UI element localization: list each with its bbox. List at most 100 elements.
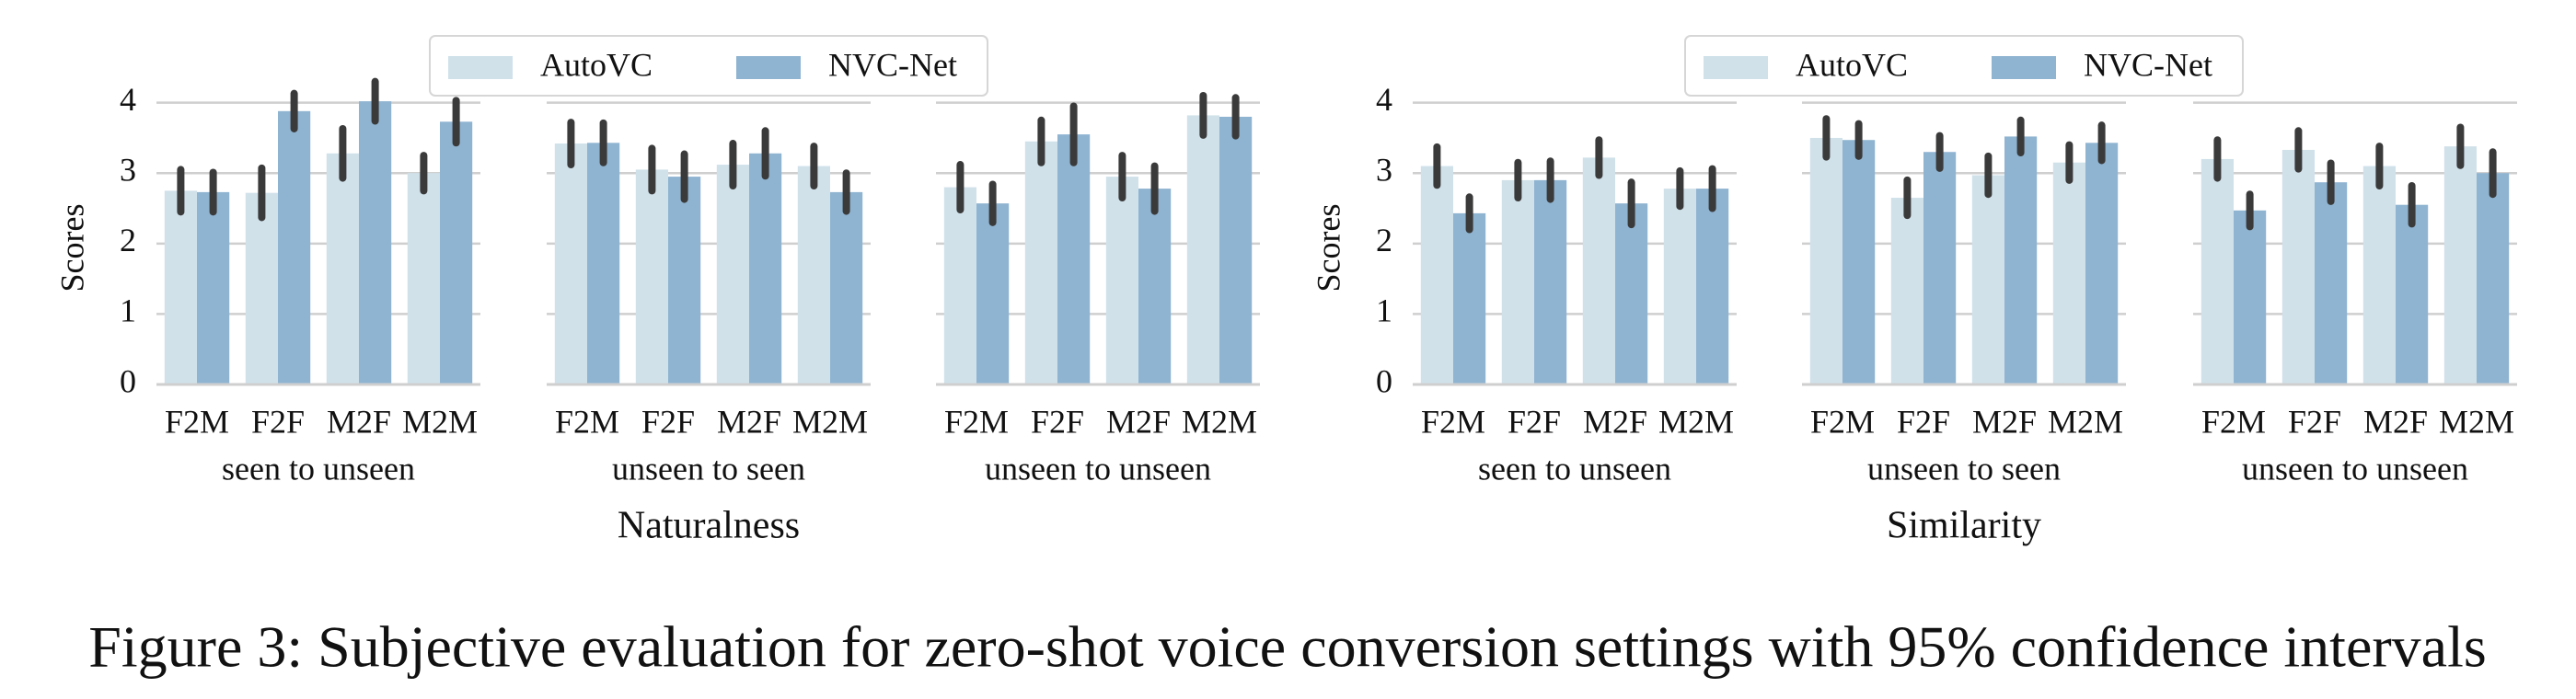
bar [407,173,440,384]
bar [830,191,863,384]
bar [2085,143,2119,384]
group-title: Similarity [1887,505,2041,547]
x-tick-label: F2F [1897,403,1950,440]
bar [278,110,311,384]
y-tick-label: 0 [120,362,136,399]
bar [1024,141,1057,385]
bar [943,187,976,384]
x-tick-label: M2M [1658,403,1734,440]
legend-box [429,35,988,97]
bar [1501,179,1534,384]
x-axis-label: unseen to unseen [985,450,1211,487]
bar [2052,162,2085,384]
bar [1453,212,1486,384]
bar [2004,136,2038,384]
bar [1534,179,1567,384]
x-axis-label: unseen to seen [1867,450,2061,487]
bar [797,166,830,384]
bar [554,143,587,385]
y-tick-label: 0 [1376,362,1392,399]
bar [1615,203,1648,384]
x-tick-label: M2F [717,403,781,440]
bar [635,169,668,384]
x-tick-label: M2F [327,403,391,440]
bar [1663,189,1696,384]
x-tick-label: F2M [2201,403,2266,440]
x-tick-label: F2F [1031,403,1084,440]
x-tick-label: F2M [944,403,1009,440]
group-title: Naturalness [618,505,800,547]
legend-label: NVC-Net [2084,46,2212,83]
bar [1582,157,1615,384]
bar [440,121,473,384]
bar [1219,116,1253,385]
y-tick-label: 1 [120,292,136,329]
bar [1420,166,1453,384]
y-axis-label: Scores [1310,204,1346,292]
bar [1105,177,1138,384]
x-tick-label: F2F [2288,403,2341,440]
x-axis-label: unseen to unseen [2242,450,2468,487]
bar [359,101,392,384]
bar [2362,166,2396,384]
bar [587,143,620,384]
bar [326,153,359,384]
bar [1186,115,1219,384]
bar [2201,158,2234,384]
x-tick-label: F2M [165,403,229,440]
x-tick-label: M2M [2048,403,2123,440]
y-tick-label: 4 [1376,81,1392,118]
bar [2396,204,2429,384]
x-axis-label: seen to unseen [222,450,415,487]
y-tick-label: 2 [120,222,136,258]
bar [668,177,701,384]
x-tick-label: M2M [1182,403,1257,440]
x-tick-label: M2F [1583,403,1647,440]
legend-box [1684,35,2244,97]
bar [245,192,278,384]
x-axis-label: unseen to seen [612,450,805,487]
y-tick-label: 3 [1376,151,1392,188]
bar [1923,152,1957,384]
legend-swatch [1992,56,2056,79]
x-tick-label: F2F [251,403,305,440]
bar [1696,189,1729,384]
legend-swatch [448,56,513,79]
x-tick-label: M2F [1106,403,1171,440]
bar [2443,146,2477,384]
bar [976,203,1010,384]
legend-swatch [736,56,801,79]
y-tick-label: 2 [1376,222,1392,258]
bar [1971,175,2004,384]
x-tick-label: F2F [1507,403,1561,440]
legend-label: AutoVC [540,46,653,83]
x-tick-label: F2F [641,403,695,440]
bar [749,153,782,384]
x-tick-label: M2F [2363,403,2428,440]
y-tick-label: 3 [120,151,136,188]
y-tick-label: 4 [120,81,136,118]
bar [1809,137,1842,384]
x-tick-label: F2M [1810,403,1875,440]
bar [1890,198,1923,384]
x-tick-label: M2F [1972,403,2037,440]
y-tick-label: 1 [1376,292,1392,329]
figure-caption: Figure 3: Subjective evaluation for zero… [88,614,2487,680]
y-axis-label: Scores [53,204,90,292]
bar [197,191,230,384]
x-tick-label: M2M [792,403,868,440]
bar [1842,140,1876,384]
x-tick-label: M2M [402,403,478,440]
bar [164,190,197,384]
bar [2477,173,2510,384]
bar [1057,134,1091,384]
x-tick-label: M2M [2439,403,2514,440]
bar [716,165,749,384]
legend-label: AutoVC [1796,46,1908,83]
legend-label: NVC-Net [828,46,957,83]
bar [2234,210,2267,384]
x-axis-label: seen to unseen [1478,450,1671,487]
bar [2281,149,2315,384]
x-tick-label: F2M [1421,403,1485,440]
